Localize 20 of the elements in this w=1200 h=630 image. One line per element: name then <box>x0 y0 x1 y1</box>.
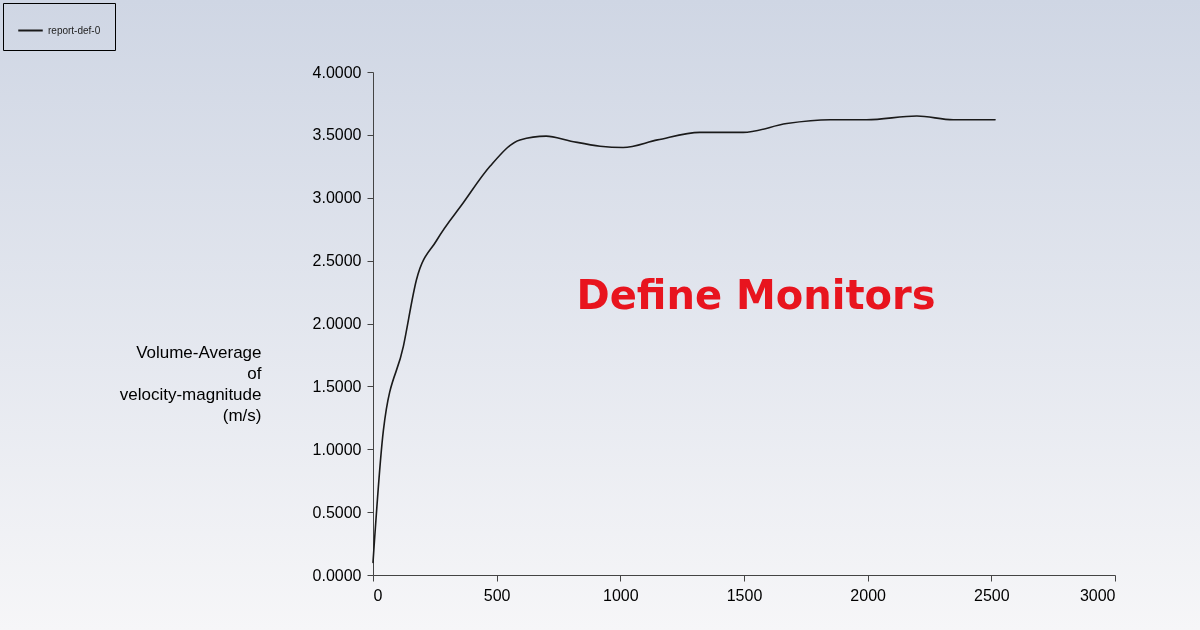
legend-label: report-def-0 <box>48 24 101 36</box>
y-tick-label: 4.0000 <box>312 63 362 81</box>
y-tick-label: 0.5000 <box>312 503 362 521</box>
y-tick-label: 1.0000 <box>312 440 362 458</box>
y-tick-label: 2.0000 <box>312 315 362 332</box>
y-tick-label: 3.0000 <box>312 189 362 207</box>
x-tick-label: 0 <box>373 586 383 604</box>
x-tick-label: 500 <box>483 586 511 604</box>
x-tick-label: 2000 <box>850 586 887 604</box>
x-tick-label: 3000 <box>1079 586 1116 604</box>
annotation: Define Monitors <box>576 272 936 318</box>
x-tick-label: 1500 <box>726 586 763 604</box>
y-axis-title: Volume-Average of velocity-magnitude (m/s) <box>119 342 262 425</box>
y-tick-label: 3.5000 <box>312 126 362 144</box>
x-tick-label: 2500 <box>974 586 1010 604</box>
x-tick-label: 1000 <box>603 586 639 604</box>
y-tick-label: 2.5000 <box>312 252 362 270</box>
y-tick-label: 1.5000 <box>312 377 362 395</box>
line-series <box>372 115 996 564</box>
y-tick-label: 0.0000 <box>312 566 362 584</box>
